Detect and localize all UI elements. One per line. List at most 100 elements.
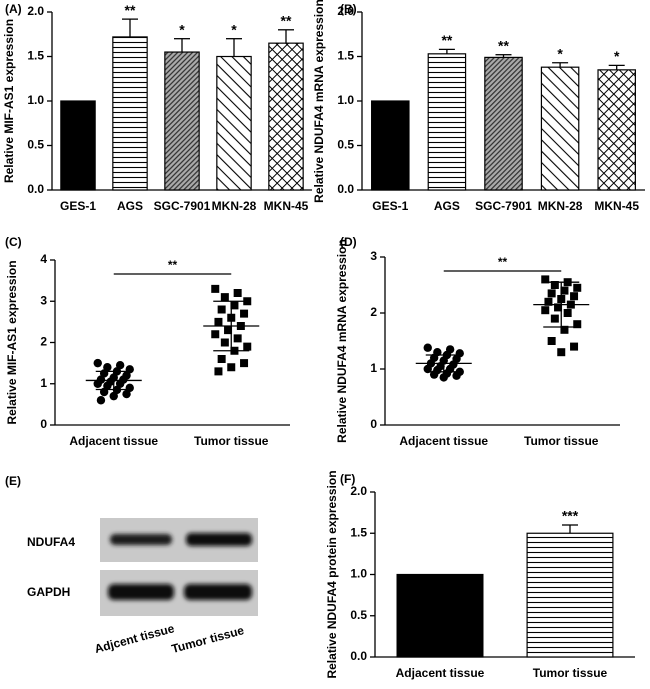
blot-lane-label: Adjcent tissue — [93, 621, 176, 656]
x-tick-label: Adjacent tissue — [396, 666, 485, 680]
y-axis-label: Relative NDUFA4 mRNA expression — [335, 239, 349, 443]
data-point — [93, 379, 102, 388]
significance-label: * — [179, 21, 185, 37]
data-point — [217, 305, 226, 314]
data-point — [554, 303, 563, 312]
data-point — [115, 360, 125, 370]
blot-band — [184, 584, 252, 600]
y-tick-label: 0.5 — [350, 608, 367, 622]
data-point — [541, 275, 550, 284]
y-tick-label: 0.0 — [337, 182, 354, 196]
y-tick-label: 2.0 — [337, 4, 354, 18]
blot-row-label: NDUFA4 — [27, 535, 75, 549]
x-tick-label: MKN-28 — [212, 199, 257, 213]
blot-band — [110, 534, 172, 545]
y-tick-label: 1.5 — [27, 49, 44, 63]
error-bar — [278, 29, 294, 44]
data-point — [93, 358, 102, 368]
x-tick-label: SGC-7901 — [154, 199, 211, 213]
data-point — [233, 289, 242, 297]
data-point — [115, 379, 125, 388]
significance-label: ** — [168, 258, 178, 272]
blot-panel: (E) NDUFA4 GAPDH Adjcent tissue Tumor ti… — [5, 474, 258, 656]
data-point — [573, 283, 582, 292]
data-point — [573, 320, 582, 329]
data-point — [423, 364, 432, 374]
blot-band — [186, 533, 252, 546]
y-tick-label: 0.5 — [337, 138, 354, 152]
x-tick-label: SGC-7901 — [475, 199, 532, 213]
y-tick-label: 2 — [40, 335, 47, 349]
x-tick-label: AGS — [117, 199, 143, 213]
y-tick-label: 0 — [370, 417, 377, 431]
y-tick-label: 1.5 — [337, 49, 354, 63]
data-point — [96, 396, 106, 405]
data-point — [452, 371, 461, 380]
data-point — [211, 330, 220, 339]
data-point — [220, 293, 229, 302]
blot-lane-label: Tumor tissue — [170, 623, 246, 656]
panel-label: (B) — [340, 2, 357, 16]
data-point — [570, 342, 579, 351]
x-tick-label: Tumor tissue — [533, 666, 608, 680]
significance-label: *** — [562, 508, 579, 524]
y-axis-label: Relative MIF-AS1 expression — [2, 19, 16, 183]
data-point — [557, 348, 566, 357]
significance-label: ** — [281, 13, 292, 29]
panel-label: (D) — [340, 235, 357, 249]
data-point — [214, 367, 223, 376]
x-tick-label: MKN-28 — [538, 199, 583, 213]
blot-row-label: GAPDH — [27, 585, 70, 599]
error-bar — [495, 54, 512, 58]
y-tick-label: 0.0 — [350, 649, 367, 663]
y-tick-label: 2.0 — [350, 484, 367, 498]
y-tick-label: 1.5 — [350, 525, 367, 539]
x-tick-label: Tumor tissue — [194, 434, 269, 448]
bar — [216, 55, 252, 191]
data-point — [560, 325, 569, 334]
y-axis-label: Relative NDUFA4 mRNA expression — [312, 0, 326, 203]
x-tick-label: MKN-45 — [594, 199, 639, 213]
sd-bar — [95, 370, 132, 391]
y-tick-label: 1 — [370, 361, 377, 375]
y-axis-label: Relative MIF-AS1 expression — [5, 260, 19, 424]
bar — [484, 56, 523, 191]
y-tick-label: 1.0 — [337, 93, 354, 107]
x-tick-label: GES-1 — [372, 199, 408, 213]
data-point — [243, 342, 252, 351]
significance-label: ** — [498, 37, 509, 53]
significance-label: * — [614, 48, 620, 64]
x-tick-label: MKN-45 — [264, 199, 309, 213]
x-tick-label: AGS — [434, 199, 460, 213]
data-point — [570, 292, 579, 301]
data-point — [550, 314, 559, 323]
sd-bar — [213, 300, 250, 352]
error-bar — [438, 48, 455, 54]
y-tick-label: 2 — [370, 305, 377, 319]
x-tick-label: Adjacent tissue — [399, 434, 488, 448]
bar — [427, 53, 467, 191]
panel-label: (C) — [5, 235, 22, 249]
sd-bar — [543, 281, 580, 328]
data-point — [550, 281, 559, 289]
data-point — [122, 389, 131, 399]
bar — [268, 42, 304, 191]
data-point — [214, 317, 223, 326]
sd-bar — [425, 354, 462, 373]
error-bar — [552, 62, 569, 68]
y-tick-label: 1 — [40, 376, 47, 390]
data-point — [109, 391, 118, 401]
significance-label: ** — [441, 32, 452, 48]
significance-label: * — [557, 45, 563, 61]
y-tick-label: 0.0 — [27, 182, 44, 196]
panel-label: (F) — [340, 472, 355, 486]
data-point — [544, 297, 553, 306]
panel-label: (A) — [5, 2, 22, 16]
data-point — [560, 286, 569, 295]
bar — [597, 69, 636, 191]
data-point — [563, 309, 572, 317]
y-tick-label: 1.0 — [27, 93, 44, 107]
data-point — [217, 355, 226, 363]
bar — [371, 100, 410, 191]
